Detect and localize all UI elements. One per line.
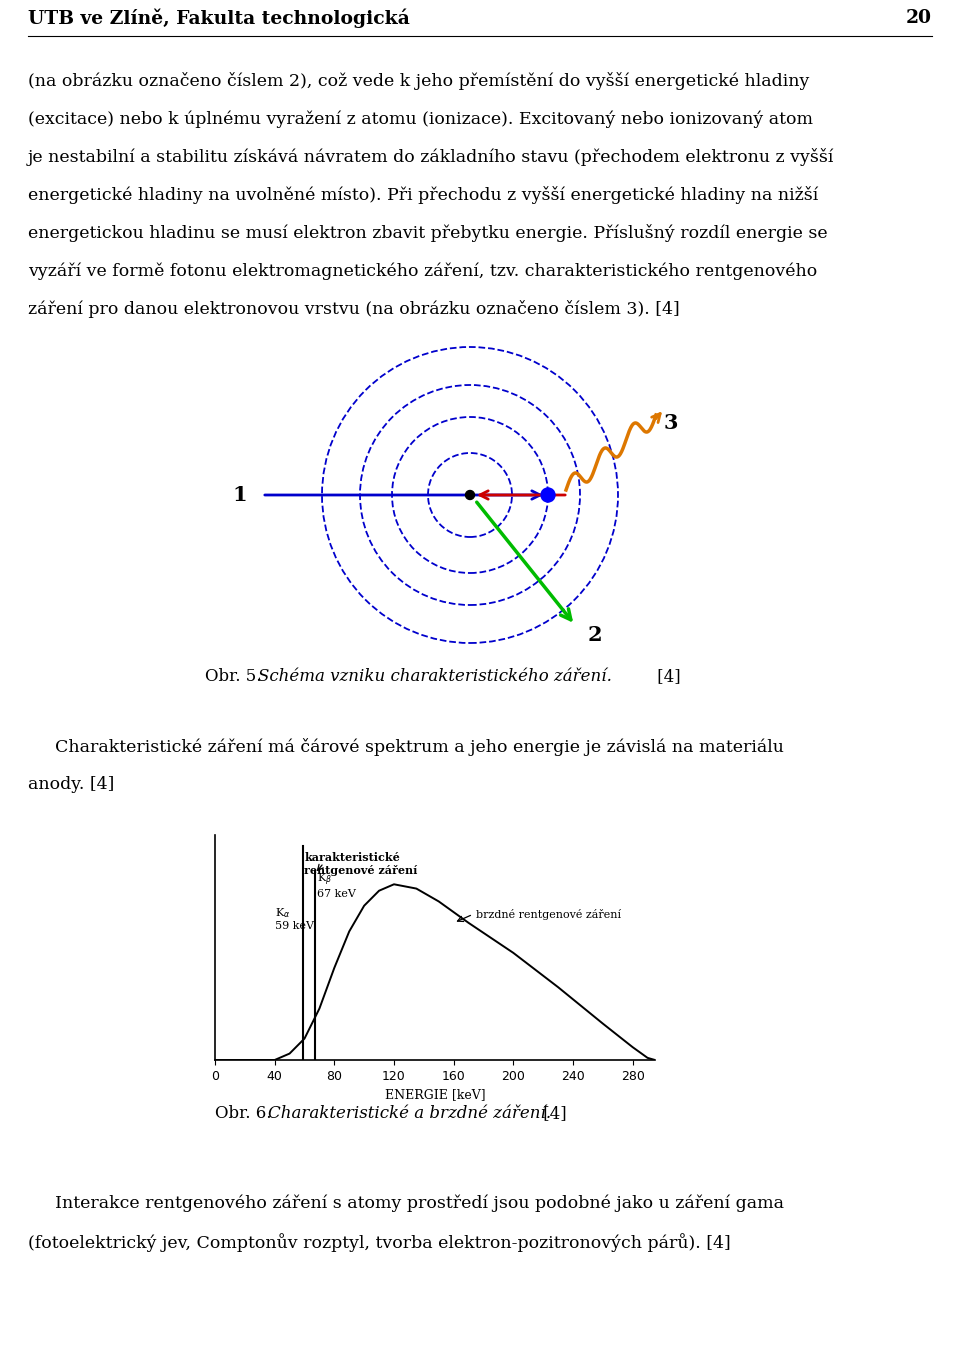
Text: (fotoelektrický jev, Comptonův rozptyl, tvorba elektron-pozitronových párů). [4]: (fotoelektrický jev, Comptonův rozptyl, … [28, 1233, 731, 1252]
Text: 20: 20 [906, 10, 932, 27]
Circle shape [541, 488, 555, 502]
Text: vyzáří ve formě fotonu elektromagnetického záření, tzv. charakteristického rentg: vyzáří ve formě fotonu elektromagnetické… [28, 262, 817, 279]
Text: je nestabilní a stabilitu získává návratem do základního stavu (přechodem elektr: je nestabilní a stabilitu získává návrat… [28, 148, 834, 165]
Text: [4]: [4] [538, 1105, 566, 1122]
Text: Obr. 5.: Obr. 5. [205, 668, 267, 685]
X-axis label: ENERGIE [keV]: ENERGIE [keV] [385, 1088, 486, 1102]
Text: 2: 2 [588, 625, 603, 645]
Text: karakteristické
rentgenové záření: karakteristické rentgenové záření [304, 852, 418, 876]
Text: Charakteristické a brzdné záření.: Charakteristické a brzdné záření. [268, 1105, 551, 1122]
Text: K$_\alpha$
59 keV: K$_\alpha$ 59 keV [275, 906, 314, 931]
Text: (excitace) nebo k úplnému vyražení z atomu (ionizace). Excitovaný nebo ionizovan: (excitace) nebo k úplnému vyražení z ato… [28, 109, 813, 127]
Text: brzdné rentgenové záření: brzdné rentgenové záření [476, 909, 621, 920]
Text: záření pro danou elektronovou vrstvu (na obrázku označeno číslem 3). [4]: záření pro danou elektronovou vrstvu (na… [28, 299, 680, 319]
Text: Obr. 6.: Obr. 6. [215, 1105, 276, 1122]
Text: 1: 1 [232, 485, 247, 504]
Text: energetickou hladinu se musí elektron zbavit přebytku energie. Příslušný rozdíl : energetickou hladinu se musí elektron zb… [28, 224, 828, 242]
Text: Schéma vzniku charakteristického záření.: Schéma vzniku charakteristického záření. [258, 668, 612, 685]
Text: K$_\beta$
67 keV: K$_\beta$ 67 keV [317, 871, 356, 899]
Text: Interakce rentgenového záření s atomy prostředí jsou podobné jako u záření gama: Interakce rentgenového záření s atomy pr… [55, 1195, 784, 1213]
Text: UTB ve Zlíně, Fakulta technologická: UTB ve Zlíně, Fakulta technologická [28, 8, 410, 27]
Text: (na obrázku označeno číslem 2), což vede k jeho přemístění do vyšší energetické : (na obrázku označeno číslem 2), což vede… [28, 72, 809, 90]
Text: 3: 3 [664, 413, 679, 433]
Text: anody. [4]: anody. [4] [28, 776, 114, 793]
Text: energetické hladiny na uvolněné místo). Při přechodu z vyšší energetické hladiny: energetické hladiny na uvolněné místo). … [28, 186, 818, 204]
Text: [4]: [4] [652, 668, 681, 685]
Text: Charakteristické záření má čárové spektrum a jeho energie je závislá na materiál: Charakteristické záření má čárové spektr… [55, 738, 784, 756]
Circle shape [466, 491, 474, 499]
